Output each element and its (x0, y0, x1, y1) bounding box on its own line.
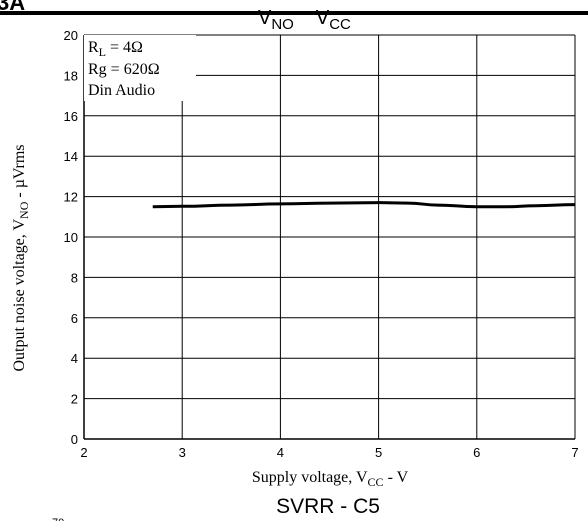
y-tick-label: 14 (64, 149, 78, 164)
y-tick-label: 20 (64, 28, 78, 43)
x-tick-label: 6 (473, 445, 480, 460)
next-chart-title: SVRR - C5 (276, 495, 380, 518)
header-vno-sub: NO (271, 16, 294, 33)
x-tick-label: 3 (179, 445, 186, 460)
header-vno-main: V (258, 7, 272, 29)
header-vcc-sub: CC (329, 16, 351, 33)
y-tick-label: 10 (64, 230, 78, 245)
bottom-fragment: 70 (52, 517, 64, 521)
x-tick-label: 2 (80, 445, 87, 460)
y-tick-label: 16 (64, 109, 78, 124)
legend-line-rl: RL = 4Ω (88, 39, 143, 59)
y-tick-label: 6 (71, 311, 78, 326)
legend-line-rg: Rg = 620Ω (88, 61, 160, 78)
y-tick-label: 4 (71, 351, 78, 366)
grid (83, 34, 576, 440)
y-tick-label: 8 (71, 270, 78, 285)
y-tick-label: 18 (64, 68, 78, 83)
header-fragment-left: 3A (0, 0, 25, 15)
x-axis-label: Supply voltage, VCC - V (252, 469, 409, 489)
y-tick-label: 2 (71, 392, 78, 407)
legend-box (84, 35, 196, 101)
header-title: VNO VCC (258, 7, 351, 33)
header-rule (0, 11, 588, 15)
y-axis-label: Output noise voltage, VNO - µVrms (11, 144, 31, 371)
x-tick-label: 7 (571, 445, 578, 460)
x-tick-label: 5 (375, 445, 382, 460)
y-tick-label: 12 (64, 190, 78, 205)
y-tick-label: 0 (71, 432, 78, 447)
header-vcc-main: V (316, 7, 330, 29)
legend-line-din: Din Audio (88, 82, 155, 99)
series-line-vno (152, 201, 576, 209)
x-tick-label: 4 (277, 445, 284, 460)
